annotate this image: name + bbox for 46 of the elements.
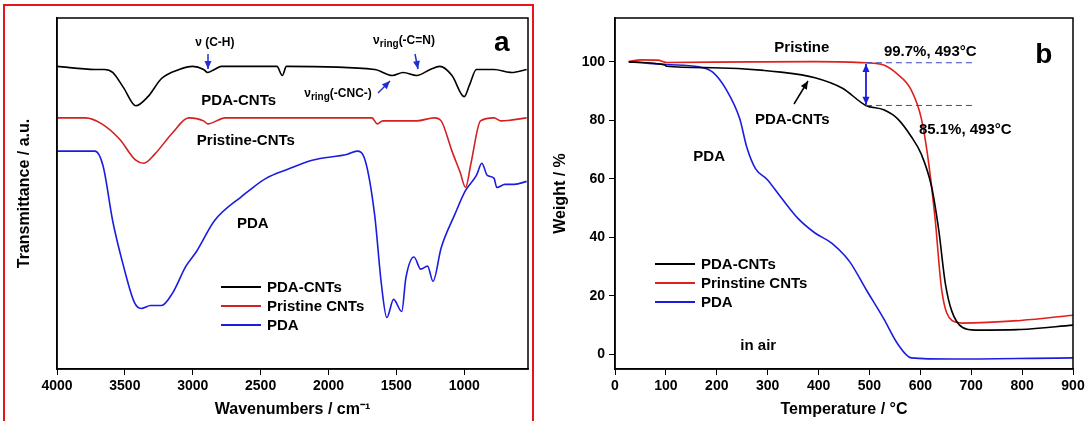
- x-tick-label: 800: [1010, 377, 1034, 394]
- x-tick-label: 300: [755, 377, 780, 394]
- x-tick-label: 3000: [177, 377, 209, 394]
- x-tick-label: 900: [1061, 377, 1085, 394]
- text: a: [494, 26, 510, 58]
- x-tick-label: 100: [654, 377, 678, 394]
- y-tick-label: 80: [589, 111, 606, 128]
- legend-label: PDA: [267, 316, 299, 333]
- x-tick-label: 400: [806, 377, 831, 394]
- x-tick-label: 4000: [41, 377, 73, 394]
- annotation: b: [1035, 37, 1053, 69]
- annotation: PDA: [693, 146, 726, 164]
- x-tick-label: 1500: [380, 377, 413, 394]
- annotation: PDA-CNTs: [201, 90, 277, 108]
- y-tick-label: 60: [589, 169, 606, 186]
- annotation: Pristine-CNTs: [196, 131, 295, 149]
- x-tick-label: 2000: [312, 377, 345, 394]
- annotation: ν$_{ring}$(-C=N): [373, 32, 435, 49]
- y-tick-label: 40: [589, 228, 606, 245]
- x-tick-label: 2500: [245, 377, 277, 394]
- x-tick-label: 700: [959, 377, 984, 394]
- ref-line-label: 99.7%, 493°C: [883, 41, 977, 59]
- x-axis-title: Temperature / °C: [780, 399, 908, 417]
- legend-label: PDA: [701, 293, 733, 310]
- y-tick-label: 20: [589, 286, 606, 303]
- legend-label: PDA-CNTs: [701, 255, 776, 272]
- legend-label: Prinstine CNTs: [701, 274, 808, 291]
- annotation: Pristine: [774, 38, 830, 56]
- x-tick-label: 200: [705, 377, 729, 394]
- x-axis-title: Wavenumbers / cm⁻¹: [214, 399, 371, 417]
- annotation: PDA-CNTs: [754, 110, 830, 127]
- legend-label: PDA-CNTs: [267, 278, 342, 295]
- legend-label: Pristine CNTs: [267, 297, 365, 314]
- x-tick-label: 3500: [109, 377, 141, 394]
- y-axis-title: Transmittance / a.u.: [15, 118, 33, 269]
- x-tick-label: 1000: [448, 377, 480, 394]
- y-tick-label: 0: [597, 345, 606, 362]
- x-tick-label: 0: [611, 377, 620, 394]
- y-tick-label: 100: [581, 52, 606, 69]
- x-tick-label: 600: [908, 377, 933, 394]
- annotation: ν$_{ring}$(-CNC-): [304, 86, 372, 103]
- y-axis-title: Weight / %: [551, 153, 569, 234]
- annotation: in air: [740, 335, 777, 353]
- annotation: ν (C-H): [195, 35, 235, 50]
- annotation: PDA: [236, 214, 269, 232]
- x-tick-label: 500: [857, 377, 882, 394]
